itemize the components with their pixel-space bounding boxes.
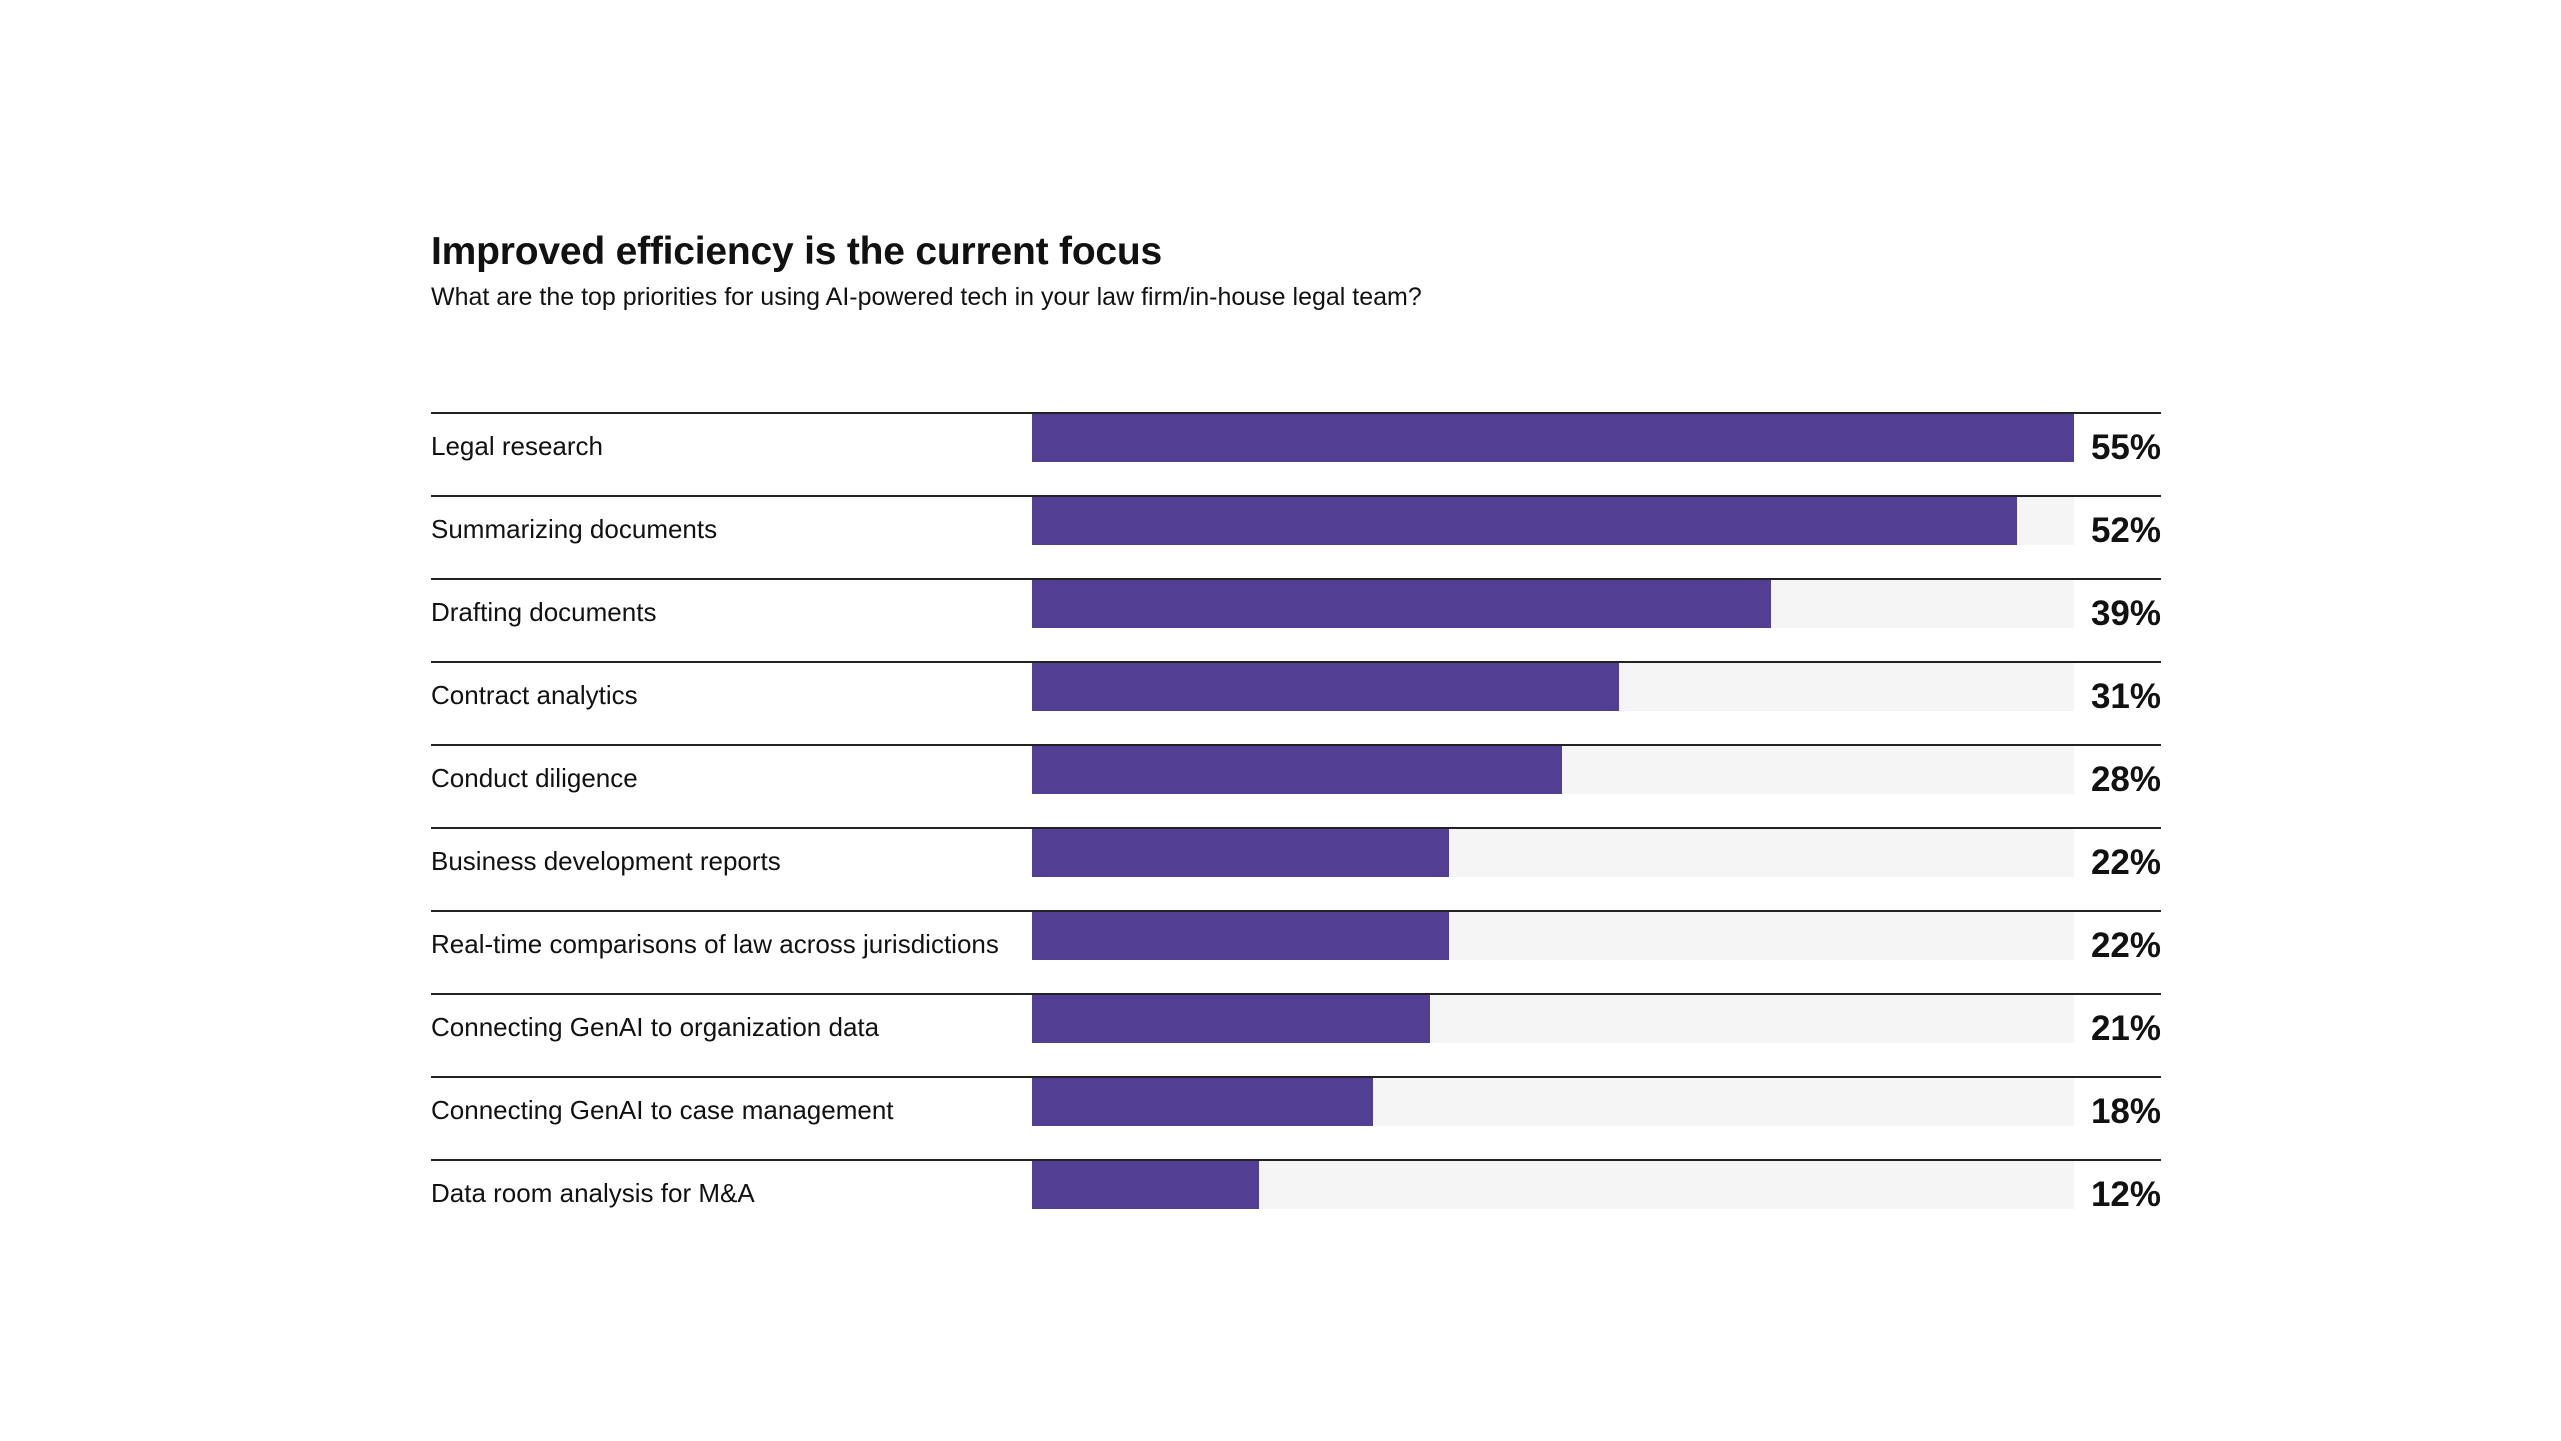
- category-label: Conduct diligence: [431, 763, 638, 793]
- category-label: Summarizing documents: [431, 514, 718, 544]
- bar: [1032, 829, 1449, 877]
- category-label: Real-time comparisons of law across juri…: [431, 929, 999, 959]
- value-label: 55%: [2090, 428, 2161, 467]
- bar: [1032, 995, 1430, 1043]
- bar-track: [1032, 580, 2074, 628]
- bar-track: [1032, 663, 2074, 711]
- bar-track: [1032, 912, 2074, 960]
- chart-row: Conduct diligence 28%: [431, 744, 2161, 827]
- chart-row: Drafting documents 39%: [431, 578, 2161, 661]
- bar: [1032, 497, 2017, 545]
- value-label: 18%: [2090, 1092, 2161, 1131]
- value-label: 39%: [2090, 594, 2161, 633]
- bar: [1032, 746, 1562, 794]
- category-label: Business development reports: [431, 846, 781, 876]
- chart-row: Connecting GenAI to case management 18%: [431, 1076, 2161, 1159]
- bar-track: [1032, 1161, 2074, 1209]
- bar: [1032, 414, 2074, 462]
- value-label: 21%: [2090, 1009, 2161, 1048]
- value-label: 22%: [2090, 926, 2161, 965]
- category-label: Connecting GenAI to organization data: [431, 1012, 880, 1042]
- chart-row: Real-time comparisons of law across juri…: [431, 910, 2161, 993]
- value-label: 52%: [2090, 511, 2161, 550]
- bar-track: [1032, 414, 2074, 462]
- category-label: Connecting GenAI to case management: [431, 1095, 894, 1125]
- bar: [1032, 912, 1449, 960]
- category-label: Contract analytics: [431, 680, 638, 710]
- bar-track: [1032, 829, 2074, 877]
- value-label: 12%: [2090, 1175, 2161, 1214]
- bar-track: [1032, 995, 2074, 1043]
- value-label: 28%: [2090, 760, 2161, 799]
- value-label: 31%: [2090, 677, 2161, 716]
- bar-track: [1032, 746, 2074, 794]
- bar-track: [1032, 1078, 2074, 1126]
- bar: [1032, 663, 1619, 711]
- bar: [1032, 1161, 1259, 1209]
- chart-row: Business development reports 22%: [431, 827, 2161, 910]
- chart-row: Summarizing documents 52%: [431, 495, 2161, 578]
- chart-row: Contract analytics 31%: [431, 661, 2161, 744]
- bar-track: [1032, 497, 2074, 545]
- chart-title: Improved efficiency is the current focus: [431, 230, 1163, 273]
- chart-row: Legal research 55%: [431, 412, 2161, 495]
- chart-subtitle: What are the top priorities for using AI…: [431, 283, 1422, 311]
- value-label: 22%: [2090, 843, 2161, 882]
- chart-row: Connecting GenAI to organization data 21%: [431, 993, 2161, 1076]
- chart: Improved efficiency is the current focus…: [431, 226, 2161, 1214]
- category-label: Drafting documents: [431, 597, 657, 627]
- bar: [1032, 1078, 1373, 1126]
- category-label: Legal research: [431, 431, 603, 461]
- chart-row: Data room analysis for M&A 12%: [431, 1159, 2161, 1242]
- bar-rows: Legal research 55% Summarizing documents 52…: [431, 412, 2161, 1242]
- bar: [1032, 580, 1771, 628]
- category-label: Data room analysis for M&A: [431, 1178, 755, 1208]
